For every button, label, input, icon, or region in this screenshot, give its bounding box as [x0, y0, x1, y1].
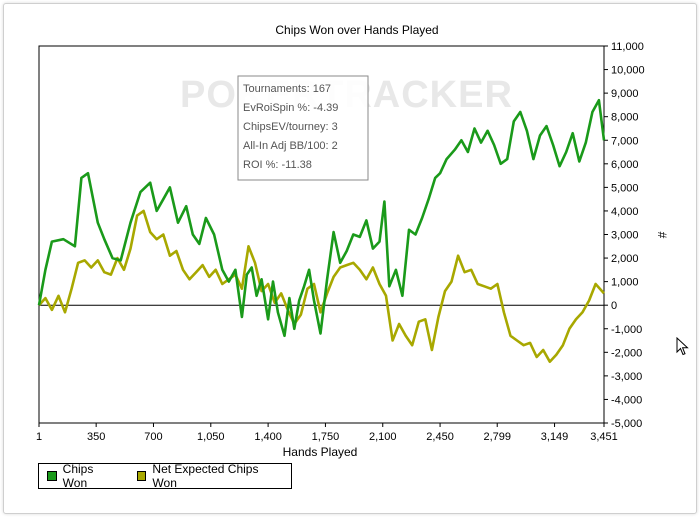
x-tick-label: 2,100	[369, 431, 397, 443]
legend-label-chips-won: Chips Won	[62, 462, 94, 490]
legend-label-net-expected: Net Expected Chips Won	[152, 462, 259, 490]
y-tick-label: 6,000	[611, 159, 639, 171]
y-tick-label: 5,000	[611, 182, 639, 194]
tooltip-box	[237, 75, 369, 181]
x-tick-label: 3,149	[541, 431, 569, 443]
tooltip-line-chipsev: ChipsEV/tourney: 3	[243, 121, 338, 133]
y-tick-label: -5,000	[611, 418, 642, 430]
y-tick-label: -2,000	[611, 347, 642, 359]
y-tick-label: -3,000	[611, 371, 642, 383]
y-tick-label: 1,000	[611, 277, 639, 289]
series-line-net-expected-chips-won	[38, 209, 605, 364]
legend-item-net-expected[interactable]: Net Expected Chips Won	[136, 462, 281, 490]
y-tick-label: 4,000	[611, 206, 639, 218]
chart-legend: Chips Won Net Expected Chips Won	[38, 462, 292, 490]
x-tick-label: 1,750	[312, 431, 340, 443]
tooltip-line-allin-adj: All-In Adj BB/100: 2	[243, 140, 338, 152]
stats-tooltip: Tournaments: 167 EvRoiSpin %: -4.39 Chip…	[237, 75, 369, 181]
y-tick-label: 2,000	[611, 253, 639, 265]
tooltip-line-roi: ROI %: -11.38	[243, 159, 312, 171]
chart-title: Chips Won over Hands Played	[275, 23, 438, 37]
y-tick-label: 3,000	[611, 230, 639, 242]
x-tick-label: 1,400	[254, 431, 282, 443]
y-axis-title: #	[655, 232, 669, 239]
mouse-pointer-icon	[676, 337, 689, 356]
y-tick-label: 11,000	[611, 41, 644, 53]
y-tick-label: 8,000	[611, 112, 639, 124]
x-tick-label: 1,050	[197, 431, 225, 443]
series-line-chips-won	[37, 98, 606, 338]
tooltip-line-tournaments: Tournaments: 167	[243, 83, 331, 95]
x-tick-label: 1	[36, 431, 42, 443]
legend-swatch-chips-won	[47, 471, 57, 481]
y-tick-label: -4,000	[611, 394, 642, 406]
legend-swatch-net-expected	[136, 471, 147, 481]
x-axis-title: Hands Played	[283, 445, 358, 459]
x-tick-label: 2,450	[426, 431, 454, 443]
y-tick-label: 10,000	[611, 65, 645, 77]
x-tick-label: 700	[144, 431, 162, 443]
legend-item-chips-won[interactable]: Chips Won	[47, 462, 119, 490]
y-tick-label: 0	[611, 300, 617, 312]
y-tick-label: 7,000	[611, 135, 639, 147]
tooltip-line-evroispin: EvRoiSpin %: -4.39	[243, 102, 338, 114]
x-tick-label: 350	[87, 431, 105, 443]
y-tick-label: 9,000	[611, 88, 639, 100]
x-tick-label: 3,451	[590, 431, 618, 443]
y-tick-label: -1,000	[611, 324, 642, 336]
x-tick-label: 2,799	[483, 431, 511, 443]
